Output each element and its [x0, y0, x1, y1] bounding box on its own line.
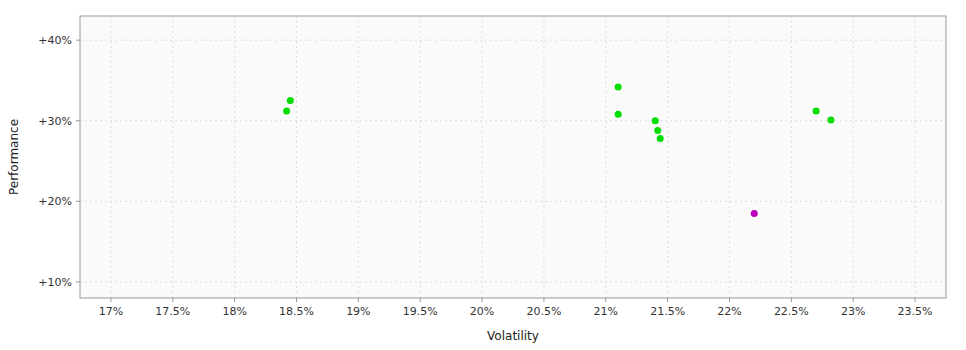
x-grid-line	[915, 16, 916, 298]
x-tick	[543, 298, 544, 302]
point	[813, 108, 820, 115]
tick-labels: 17% 17.5% 18% 18.5% 19% 19.5% 20% 20.5% 21% 21.5%…	[38, 34, 932, 318]
y-grid-line	[80, 281, 946, 282]
x-tick	[296, 298, 297, 302]
x-tick-label: 17%	[99, 305, 123, 318]
point	[827, 116, 834, 123]
y-tick	[76, 201, 80, 202]
x-tick-label: 22.5%	[774, 305, 809, 318]
point	[652, 117, 659, 124]
x-tick	[853, 298, 854, 302]
point	[287, 97, 294, 104]
point	[751, 210, 758, 217]
point	[615, 111, 622, 118]
point	[615, 83, 622, 90]
x-tick	[729, 298, 730, 302]
y-tick	[76, 281, 80, 282]
x-tick	[110, 298, 111, 302]
grid	[80, 16, 946, 298]
x-grid-line	[791, 16, 792, 298]
plot-frame	[80, 16, 946, 298]
x-axis-label: Volatility	[487, 329, 539, 343]
x-grid-line	[172, 16, 173, 298]
y-tick-label: +10%	[38, 276, 72, 289]
x-grid-line	[482, 16, 483, 298]
x-tick-label: 20%	[470, 305, 494, 318]
x-tick-label: 19.5%	[403, 305, 438, 318]
y-grid-line	[80, 120, 946, 121]
x-grid-line	[729, 16, 730, 298]
x-tick-label: 22%	[717, 305, 741, 318]
y-grid-line	[80, 201, 946, 202]
x-tick	[791, 298, 792, 302]
point	[657, 135, 664, 142]
y-tick-label: +20%	[38, 195, 72, 208]
x-tick-label: 21%	[594, 305, 618, 318]
chart: 17% 17.5% 18% 18.5% 19% 19.5% 20% 20.5% 21% 21.5%…	[0, 0, 966, 350]
y-tick-label: +30%	[38, 115, 72, 128]
x-grid-line	[358, 16, 359, 298]
x-tick-label: 19%	[346, 305, 370, 318]
x-tick	[234, 298, 235, 302]
x-tick	[482, 298, 483, 302]
point	[654, 127, 661, 134]
plot-area	[80, 16, 946, 298]
x-tick-label: 20.5%	[526, 305, 561, 318]
x-tick-label: 17.5%	[155, 305, 190, 318]
x-tick	[605, 298, 606, 302]
x-grid-line	[420, 16, 421, 298]
y-tick	[76, 40, 80, 41]
x-tick	[358, 298, 359, 302]
x-tick-label: 23.5%	[898, 305, 933, 318]
x-tick-label: 23%	[841, 305, 865, 318]
x-tick-label: 18.5%	[279, 305, 314, 318]
x-grid-line	[110, 16, 111, 298]
x-grid-line	[667, 16, 668, 298]
x-grid-line	[543, 16, 544, 298]
y-axis-label: Performance	[7, 119, 21, 195]
x-tick	[420, 298, 421, 302]
x-tick-label: 18%	[222, 305, 246, 318]
y-grid-line	[80, 40, 946, 41]
x-tick	[172, 298, 173, 302]
x-grid-line	[234, 16, 235, 298]
series	[283, 83, 834, 142]
series	[751, 210, 758, 217]
x-grid-line	[853, 16, 854, 298]
point	[283, 108, 290, 115]
y-tick	[76, 120, 80, 121]
points	[283, 83, 834, 216]
x-tick	[667, 298, 668, 302]
x-tick-label: 21.5%	[650, 305, 685, 318]
x-grid-line	[605, 16, 606, 298]
x-tick	[915, 298, 916, 302]
y-tick-label: +40%	[38, 34, 72, 47]
x-grid-line	[296, 16, 297, 298]
